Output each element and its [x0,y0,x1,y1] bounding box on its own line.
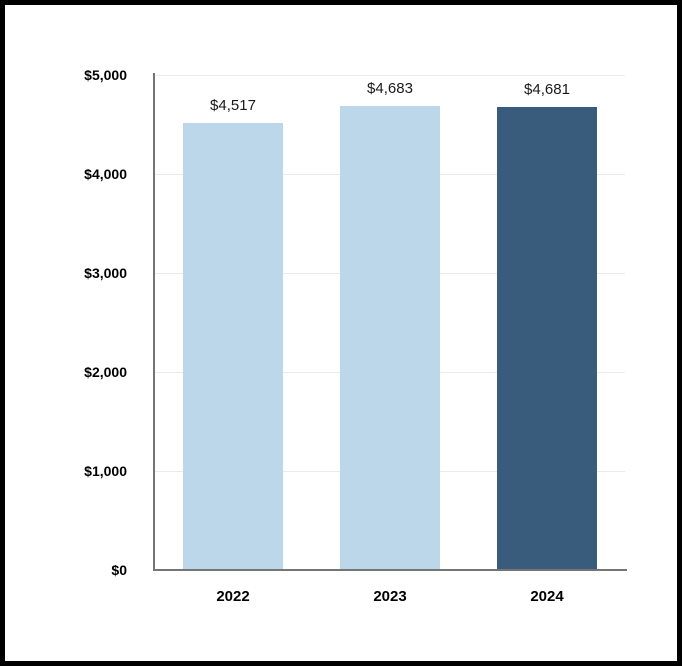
bar-value-label: $4,517 [210,97,256,114]
x-axis-line [153,569,627,571]
bar-value-label: $4,681 [524,81,570,98]
x-axis-label-2024: 2024 [530,588,564,605]
x-axis-label-2022: 2022 [216,588,250,605]
y-tick-label: $4,000 [84,166,127,182]
y-tick-label: $1,000 [84,463,127,479]
gridline [155,75,625,76]
bar-2023 [340,106,440,570]
x-axis-label-2023: 2023 [373,588,407,605]
y-tick-label: $2,000 [84,364,127,380]
bar-value-label: $4,683 [367,80,413,97]
y-tick-label: $3,000 [84,265,127,281]
y-tick-label: $0 [111,562,127,578]
y-axis-line [153,73,155,571]
bar-2024 [497,107,597,570]
bar-2022 [183,123,283,570]
y-tick-label: $5,000 [84,67,127,83]
